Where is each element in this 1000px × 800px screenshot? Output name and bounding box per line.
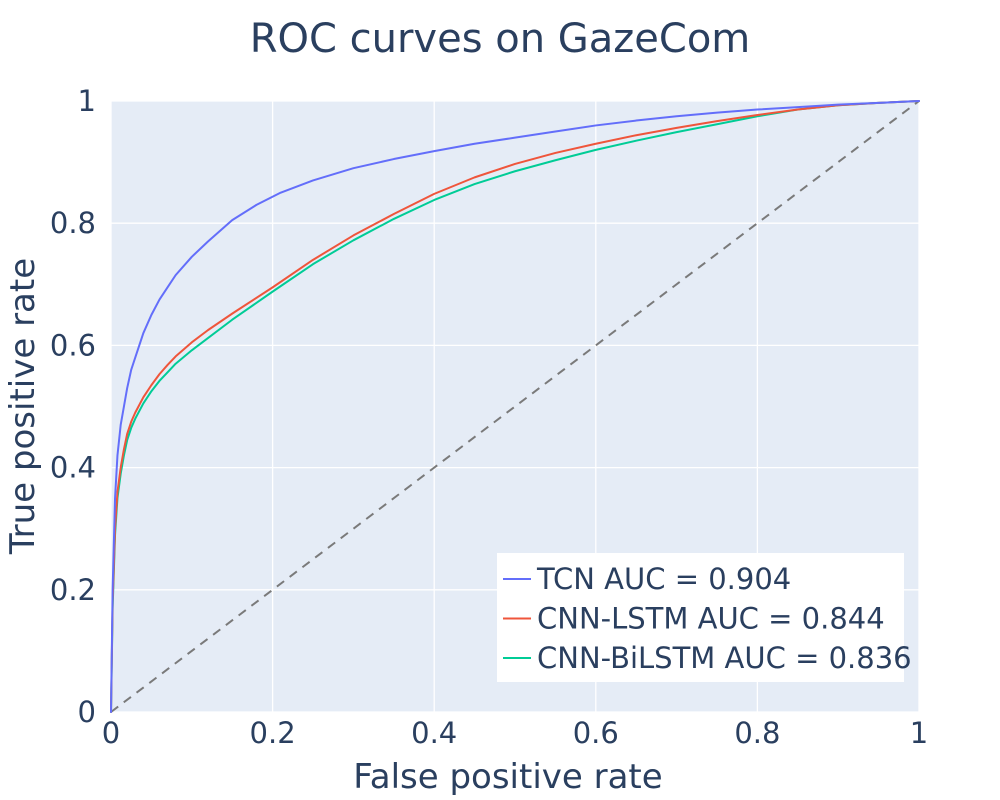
x-tick-label: 1 (910, 716, 928, 750)
y-tick-label: 0 (78, 695, 96, 729)
x-axis-ticks: 0 0.2 0.4 0.6 0.8 1 (102, 716, 928, 750)
y-tick-label: 0.8 (50, 206, 96, 240)
x-tick-label: 0 (102, 716, 120, 750)
y-tick-label: 1 (78, 84, 96, 118)
x-tick-label: 0.8 (734, 716, 780, 750)
legend-label-0: TCN AUC = 0.904 (536, 562, 791, 596)
reference-diagonal-line (110, 100, 920, 713)
series-line-2 (110, 100, 920, 713)
x-tick-label: 0.4 (411, 716, 457, 750)
chart-title: ROC curves on GazeCom (250, 16, 751, 62)
y-tick-label: 0.6 (50, 328, 96, 362)
y-tick-label: 0.4 (50, 451, 96, 485)
y-tick-label: 0.2 (50, 573, 96, 607)
reference-line-layer (110, 100, 920, 713)
series-line-1 (110, 100, 920, 713)
x-tick-label: 0.6 (573, 716, 619, 750)
y-axis-title: True positive rate (3, 258, 43, 555)
series-layer (110, 100, 920, 713)
legend-label-1: CNN-LSTM AUC = 0.844 (537, 602, 885, 636)
legend: TCN AUC = 0.904 CNN-LSTM AUC = 0.844 CNN-B… (497, 553, 912, 682)
x-axis-title: False positive rate (353, 757, 662, 797)
x-tick-label: 0.2 (250, 716, 296, 750)
series-line-0 (110, 100, 920, 713)
legend-box (497, 553, 904, 682)
legend-label-2: CNN-BiLSTM AUC = 0.836 (537, 641, 912, 675)
y-axis-ticks: 0 0.2 0.4 0.6 0.8 1 (50, 84, 96, 729)
grid-lines (110, 100, 920, 713)
